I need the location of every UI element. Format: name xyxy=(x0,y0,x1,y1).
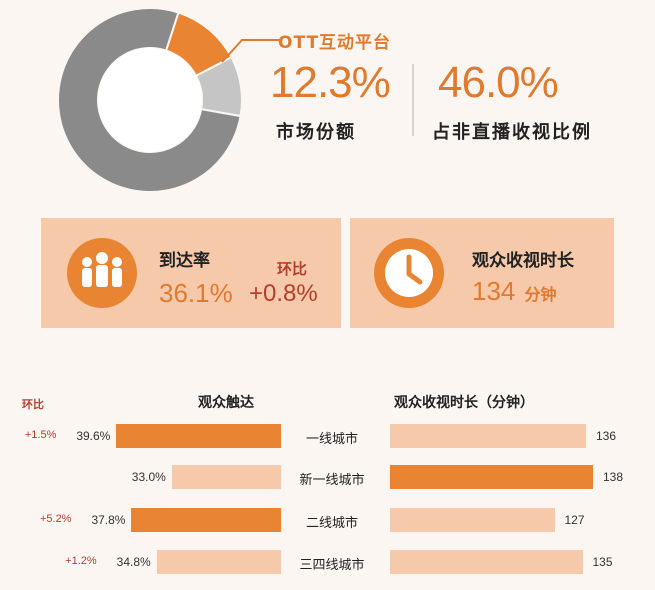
duration-value-label: 135 xyxy=(592,555,613,569)
reach-change-label: 环比 xyxy=(277,260,308,278)
reach-change: +1.2% xyxy=(65,555,97,567)
duration-bar xyxy=(390,424,586,448)
city-label: 三四线城市 xyxy=(299,558,365,573)
donut-chart xyxy=(57,7,243,193)
duration-label: 观众收视时长 xyxy=(472,251,574,271)
callout-line xyxy=(221,39,280,63)
reach-value-label: 37.8% xyxy=(91,513,126,527)
divider xyxy=(412,64,414,136)
nonlive-ratio-label: 占非直播收视比例 xyxy=(432,122,592,143)
duration-bar xyxy=(390,465,593,489)
reach-change-value: +0.8% xyxy=(249,280,318,307)
change-column-header: 环比 xyxy=(22,398,44,411)
duration-figure: 134 分钟 xyxy=(472,276,557,307)
reach-change: +1.5% xyxy=(24,429,57,441)
reach-value-label: 33.0% xyxy=(131,470,166,484)
reach-label: 到达率 xyxy=(159,251,210,271)
reach-value-label: 34.8% xyxy=(116,555,151,569)
city-label: 一线城市 xyxy=(305,432,358,447)
callout-label: OTT互动平台 xyxy=(278,33,392,53)
clock-icon xyxy=(374,238,444,308)
reach-bar xyxy=(116,424,281,448)
nonlive-ratio-value: 46.0% xyxy=(438,58,559,107)
reach-column-title: 观众触达 xyxy=(198,395,254,411)
duration-bar xyxy=(390,550,583,574)
reach-bar xyxy=(131,508,281,532)
duration-value-label: 136 xyxy=(596,429,617,443)
people-icon xyxy=(67,238,137,308)
market-share-value: 12.3% xyxy=(270,58,391,107)
reach-bar xyxy=(171,465,281,489)
reach-panel: 到达率 36.1% 环比 +0.8% xyxy=(41,218,341,328)
reach-value: 36.1% xyxy=(159,278,233,308)
reach-bar xyxy=(156,550,281,574)
city-label: 新一线城市 xyxy=(299,473,365,488)
duration-panel: 观众收视时长 134 分钟 xyxy=(350,218,614,328)
city-label: 二线城市 xyxy=(305,516,358,531)
duration-bar xyxy=(390,508,555,532)
duration-value-label: 127 xyxy=(564,513,585,527)
reach-change: +5.2% xyxy=(39,513,72,525)
duration-value: 134 xyxy=(472,276,516,306)
duration-unit: 分钟 xyxy=(524,285,557,304)
donut-hole xyxy=(98,48,202,152)
duration-value-label: 138 xyxy=(603,470,624,484)
market-share-label: 市场份额 xyxy=(276,122,356,143)
duration-column-title: 观众收视时长（分钟） xyxy=(394,395,534,411)
reach-value-label: 39.6% xyxy=(76,429,111,443)
